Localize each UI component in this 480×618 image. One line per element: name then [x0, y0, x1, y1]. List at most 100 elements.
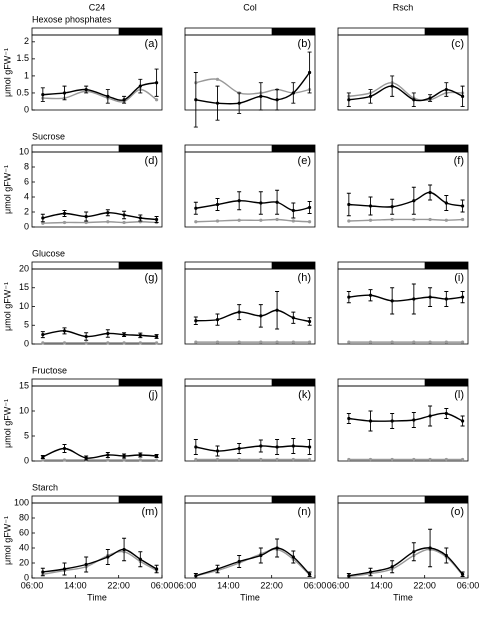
data-point	[307, 70, 312, 75]
dark-period	[271, 145, 315, 152]
x-axis-label: Time	[240, 592, 260, 602]
data-point	[215, 457, 220, 462]
data-point	[368, 94, 373, 98]
data-point	[122, 458, 126, 462]
data-point	[215, 202, 220, 207]
data-point	[106, 331, 110, 336]
y-tick-label: 6	[24, 176, 29, 186]
data-point	[347, 574, 351, 578]
data-point	[460, 217, 465, 222]
y-axis-label: μmol gFW⁻¹	[2, 165, 12, 214]
data-point	[390, 205, 394, 209]
data-point	[428, 217, 432, 222]
data-point	[138, 458, 142, 462]
plot-frame	[337, 34, 469, 111]
y-tick-label: 0	[24, 221, 29, 231]
data-point	[84, 562, 88, 567]
dark-period	[424, 496, 468, 503]
x-tick-label: 22:00	[260, 580, 283, 590]
data-point	[460, 572, 465, 576]
x-axis-label: Time	[87, 592, 107, 602]
data-point	[122, 220, 126, 225]
data-point	[368, 218, 373, 222]
y-tick-label: 0	[24, 455, 29, 465]
y-tick-label: 0	[24, 572, 29, 582]
data-point	[194, 98, 198, 102]
data-point	[41, 216, 45, 220]
x-tick-label: 22:00	[107, 580, 130, 590]
y-tick-label: 0.5	[16, 87, 29, 97]
data-point	[154, 567, 159, 571]
plot-frame	[31, 151, 163, 228]
series-line	[195, 548, 311, 577]
data-point	[259, 457, 263, 462]
data-point	[390, 419, 394, 423]
data-point	[291, 91, 295, 95]
data-point	[412, 340, 416, 344]
data-point	[215, 101, 220, 105]
data-point	[62, 458, 67, 462]
data-point	[291, 340, 295, 344]
data-point	[428, 295, 432, 299]
data-point	[307, 205, 312, 210]
panel-label: (d)	[145, 155, 158, 167]
data-point	[259, 553, 263, 558]
data-point	[237, 310, 241, 314]
data-point	[259, 340, 263, 344]
data-point	[259, 314, 263, 318]
plot-frame	[184, 385, 316, 462]
panel-label: (l)	[454, 389, 464, 401]
data-point	[215, 219, 220, 223]
x-tick-label: 14:00	[370, 580, 393, 590]
dark-period	[271, 496, 315, 503]
data-point	[237, 218, 241, 222]
data-point	[368, 457, 373, 462]
data-point	[347, 202, 351, 207]
data-point	[194, 220, 198, 224]
panel-label: (m)	[142, 506, 159, 518]
y-tick-label: 20	[19, 263, 29, 273]
data-point	[412, 217, 416, 222]
data-point	[41, 93, 45, 97]
column-title: Col	[243, 2, 257, 12]
y-tick-label: 10	[19, 301, 29, 311]
y-tick-label: 4	[24, 191, 29, 201]
data-point	[444, 553, 448, 558]
panel-label: (e)	[298, 155, 311, 167]
x-tick-label: 06:00	[174, 580, 197, 590]
data-point	[347, 219, 351, 223]
panel-label: (f)	[454, 155, 464, 167]
y-axis-label: μmol gFW⁻¹	[2, 516, 12, 565]
y-tick-label: 20	[19, 557, 29, 567]
data-point	[444, 201, 448, 205]
data-point	[460, 419, 465, 423]
plot-frame	[337, 151, 469, 228]
data-point	[412, 297, 416, 301]
data-point	[307, 445, 312, 449]
column-title: C24	[89, 2, 106, 12]
y-tick-label: 0	[24, 338, 29, 348]
data-point	[194, 206, 198, 210]
x-axis-label: Time	[393, 592, 413, 602]
data-point	[412, 199, 416, 203]
data-point	[460, 295, 465, 299]
data-point	[347, 98, 351, 102]
x-tick-label: 06:00	[21, 580, 44, 590]
dark-period	[424, 379, 468, 386]
y-tick-label: 100	[14, 497, 29, 507]
data-point	[62, 329, 67, 333]
data-point	[237, 457, 241, 462]
data-point	[307, 220, 312, 224]
plot-frame	[31, 34, 163, 111]
data-point	[106, 555, 110, 559]
series-line	[348, 191, 463, 208]
y-tick-label: 5	[24, 320, 29, 330]
row-title: Fructose	[32, 365, 67, 375]
data-point	[194, 457, 198, 462]
data-point	[275, 217, 279, 222]
y-tick-label: 0	[24, 104, 29, 114]
data-point	[122, 341, 126, 345]
x-tick-label: 06:00	[457, 580, 480, 590]
data-point	[106, 220, 110, 224]
data-point	[368, 570, 373, 574]
